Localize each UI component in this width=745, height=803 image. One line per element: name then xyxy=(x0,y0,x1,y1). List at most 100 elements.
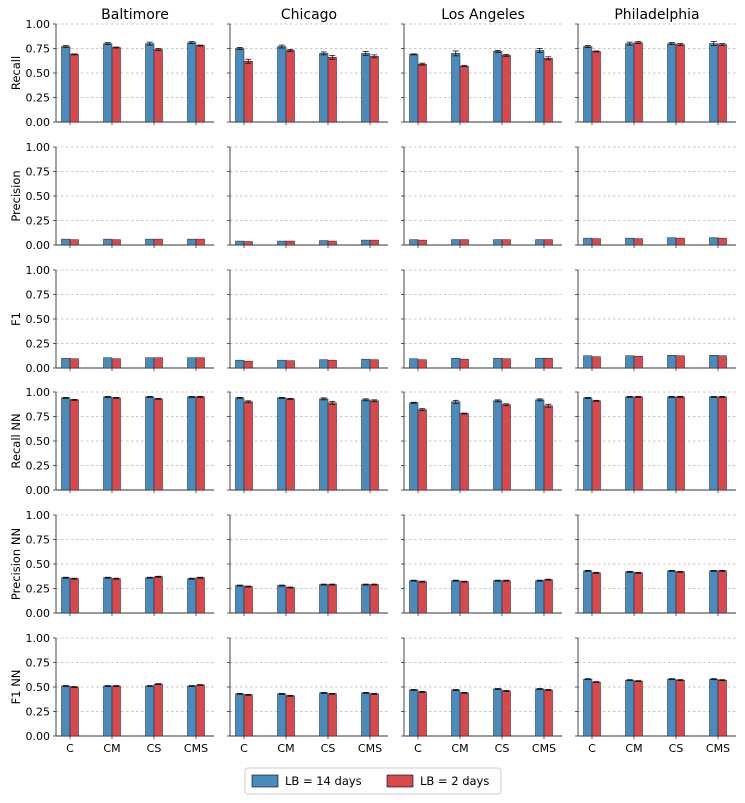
x-tick-label-cs: CS xyxy=(495,742,510,755)
bar-lb14-cs xyxy=(667,355,677,369)
panel-precision-nn-baltimore: 0.00 0.25 0.50 0.75 1.00 xyxy=(26,509,214,620)
bar-lb2-cms xyxy=(369,400,379,491)
legend-label-lb2: LB = 2 days xyxy=(420,774,489,788)
bar-lb2-cm xyxy=(111,685,121,737)
bar-lb14-cs xyxy=(493,357,503,369)
bar-lb14-cs xyxy=(493,688,503,737)
bar-lb14-cm xyxy=(103,685,113,737)
x-tick-label-cms: CMS xyxy=(706,742,730,755)
bar-lb14-cs xyxy=(667,678,677,737)
y-tick-label: 0.00 xyxy=(26,607,51,620)
panel-f1-nn-los-angeles: C CM CS CMS xyxy=(401,637,562,755)
x-tick-label-c: C xyxy=(66,742,74,755)
y-tick-label: 0.25 xyxy=(26,215,51,228)
bar-lb14-cs xyxy=(145,577,155,614)
panel-f1-nn-chicago: C CM CS CMS xyxy=(227,637,388,755)
bar-lb14-cms xyxy=(361,239,371,246)
bar-lb14-c xyxy=(583,397,593,491)
bar-lb2-cms xyxy=(717,570,727,614)
bar-lb14-cs xyxy=(493,400,503,491)
panel-f1-nn-baltimore: 0.00 0.25 0.50 0.75 1.00 C CM CS CMS xyxy=(26,632,214,755)
bar-lb14-cms xyxy=(361,358,371,369)
panel-grid: Recall 0.00 0.25 0.50 0.75 1.00 Baltimore Chica… xyxy=(9,7,736,755)
panel-f1-chicago xyxy=(227,269,388,371)
bar-lb14-cs xyxy=(667,43,677,123)
y-tick-label: 0.50 xyxy=(26,67,51,80)
legend-swatch-lb2 xyxy=(386,774,414,788)
row-label-recall-nn: Recall NN xyxy=(9,413,23,468)
bar-lb14-cm xyxy=(625,43,635,123)
bar-lb2-cms xyxy=(717,355,727,369)
bar-lb2-cs xyxy=(153,49,163,123)
bar-lb2-c xyxy=(69,578,79,614)
y-tick-label: 0.75 xyxy=(26,166,51,179)
bar-lb2-cm xyxy=(633,680,643,737)
bar-lb14-cms xyxy=(709,43,719,123)
panel-precision-baltimore: 0.00 0.25 0.50 0.75 1.00 xyxy=(26,141,214,252)
bar-lb2-cs xyxy=(501,239,511,246)
y-tick-label: 0.50 xyxy=(26,313,51,326)
y-tick-label: 0.25 xyxy=(26,706,51,719)
legend-label-lb14: LB = 14 days xyxy=(285,774,362,788)
bar-lb14-cs xyxy=(667,570,677,614)
bar-lb2-cm xyxy=(111,239,121,246)
bar-lb2-cs xyxy=(153,398,163,491)
bar-lb2-cm xyxy=(633,42,643,123)
x-tick-label-cs: CS xyxy=(147,742,162,755)
bar-lb2-cm xyxy=(459,65,469,123)
y-tick-label: 0.25 xyxy=(26,92,51,105)
bar-lb2-cms xyxy=(717,237,727,246)
bar-lb2-cs xyxy=(327,584,337,614)
bar-lb2-c xyxy=(591,400,601,491)
bar-lb2-c xyxy=(417,409,427,491)
bar-lb2-c xyxy=(591,238,601,246)
y-tick-label: 0.50 xyxy=(26,558,51,571)
bar-lb14-c xyxy=(61,238,71,246)
bar-lb2-cms xyxy=(369,584,379,614)
bar-lb2-cm xyxy=(285,587,295,614)
bar-lb14-cs xyxy=(319,584,329,614)
y-tick-label: 0.00 xyxy=(26,730,51,743)
bar-lb14-cm xyxy=(451,357,461,369)
bar-lb2-c xyxy=(69,686,79,737)
panel-precision-chicago xyxy=(227,146,388,248)
x-tick-label-cm: CM xyxy=(103,742,120,755)
bar-lb2-cs xyxy=(501,404,511,491)
panel-recall-nn-los-angeles xyxy=(401,391,562,493)
y-tick-label: 0.25 xyxy=(26,338,51,351)
panel-recall-nn-baltimore: 0.00 0.25 0.50 0.75 1.00 xyxy=(26,386,214,497)
y-tick-label: 0.00 xyxy=(26,484,51,497)
bar-lb2-cs xyxy=(327,693,337,737)
bar-lb14-cms xyxy=(709,237,719,246)
bar-lb2-cms xyxy=(717,396,727,491)
bar-lb14-cms xyxy=(709,678,719,737)
bar-lb14-cms xyxy=(709,355,719,369)
bar-lb2-cms xyxy=(195,396,205,491)
bar-lb2-cm xyxy=(459,413,469,491)
bar-lb2-c xyxy=(243,241,253,246)
bar-lb2-c xyxy=(243,694,253,737)
bar-lb14-cms xyxy=(535,580,545,614)
column-title-chicago: Chicago xyxy=(281,7,337,23)
bar-lb2-cm xyxy=(111,397,121,491)
bar-lb2-cs xyxy=(675,355,685,369)
bar-lb2-cs xyxy=(153,238,163,246)
bar-lb2-cm xyxy=(633,238,643,246)
bar-lb14-cms xyxy=(187,42,197,123)
bar-lb2-cm xyxy=(459,692,469,737)
bar-lb2-cs xyxy=(675,396,685,491)
column-title-philadelphia: Philadelphia xyxy=(614,7,699,23)
bar-lb14-cm xyxy=(277,693,287,737)
bar-lb14-cms xyxy=(187,578,197,614)
bar-lb2-c xyxy=(417,239,427,246)
bar-lb2-c xyxy=(417,63,427,123)
y-tick-label: 1.00 xyxy=(26,18,51,31)
bar-lb2-cm xyxy=(285,695,295,737)
y-tick-label: 1.00 xyxy=(26,264,51,277)
bar-lb14-c xyxy=(583,678,593,737)
bar-lb2-cm xyxy=(111,578,121,614)
bar-lb2-cs xyxy=(501,358,511,369)
x-tick-label-cms: CMS xyxy=(184,742,208,755)
y-tick-label: 0.75 xyxy=(26,411,51,424)
